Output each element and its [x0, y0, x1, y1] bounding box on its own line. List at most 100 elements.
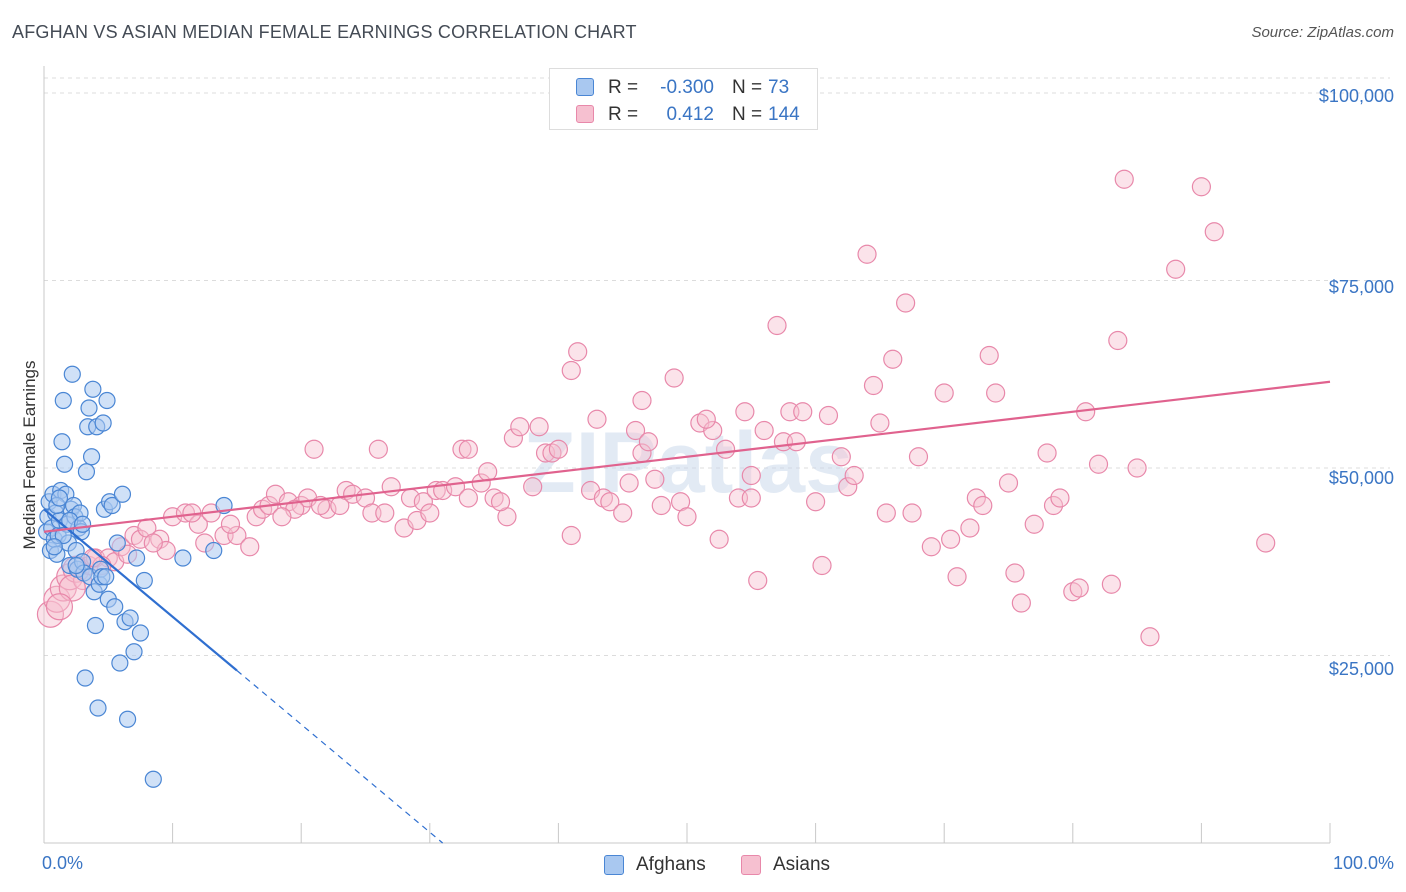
y-tick-label-25000: $25,000: [1328, 659, 1394, 679]
asian-point: [947, 567, 967, 587]
asian-point: [175, 503, 196, 523]
asian-point: [857, 244, 877, 264]
asian-point: [1114, 169, 1134, 189]
afghan-point: [94, 414, 112, 432]
asian-point: [568, 342, 588, 362]
asian-point: [818, 405, 839, 426]
asian-trend-line: [43, 380, 1331, 533]
asian-point: [227, 525, 247, 546]
asian-point: [844, 465, 864, 486]
asian-point: [503, 428, 523, 448]
afghan-point: [174, 549, 192, 567]
asian-point: [831, 447, 851, 467]
asian-point: [188, 514, 208, 534]
trend-lines: [43, 380, 1331, 844]
asian-point: [1140, 627, 1160, 647]
afghan-point: [50, 489, 69, 507]
watermark: ZIPatlas: [523, 415, 853, 511]
afghan-point: [73, 515, 92, 533]
asian-point: [735, 402, 755, 422]
asian-point: [613, 503, 633, 523]
asian-point: [986, 383, 1006, 403]
asian-point: [715, 439, 736, 459]
asian-point: [960, 518, 980, 538]
afghan-point: [45, 538, 63, 556]
x-tick-label-left: 0.0%: [42, 853, 84, 873]
legend-n-label: N =: [732, 104, 763, 125]
afghan-point: [135, 571, 153, 590]
asian-point: [368, 439, 388, 459]
afghans-swatch: [604, 855, 624, 875]
asian-point: [645, 469, 665, 489]
asian-point: [767, 315, 787, 336]
asian-point: [1088, 454, 1109, 474]
asian-point: [272, 507, 292, 527]
asian-point: [812, 555, 832, 576]
legend-r-label: R =: [608, 77, 639, 98]
asian-point: [619, 473, 639, 493]
asian-point: [651, 495, 671, 516]
afghan-point: [118, 710, 137, 728]
asian-point: [1037, 443, 1057, 463]
afghan-points: [37, 365, 233, 788]
asian-point: [587, 409, 607, 429]
gridlines: [44, 77, 1390, 656]
asian-point: [1108, 330, 1128, 351]
asian-point: [876, 503, 896, 523]
afghan-point: [106, 598, 124, 616]
asian-point: [934, 383, 954, 403]
afghan-point: [98, 391, 116, 410]
asian-point: [696, 409, 716, 429]
x-tick-label-right: 100.0%: [1332, 853, 1394, 873]
legend-n-label: N =: [732, 77, 763, 98]
asian-point: [754, 420, 774, 441]
asian-point: [870, 413, 890, 433]
asian-point: [921, 537, 941, 557]
chart-title: AFGHAN VS ASIAN MEDIAN FEMALE EARNINGS C…: [12, 22, 637, 42]
asian-points: [36, 169, 1276, 647]
afghan-point: [97, 568, 115, 586]
asian-point: [805, 492, 826, 512]
afghan-point: [54, 526, 72, 545]
asian-point: [490, 492, 511, 512]
asian-point: [420, 503, 440, 523]
asian-point: [896, 293, 916, 313]
asian-point: [941, 529, 961, 549]
asian-point: [45, 593, 74, 621]
asian-point: [523, 477, 543, 497]
source-label: Source: ZipAtlas.com: [1251, 24, 1394, 41]
asian-point: [535, 443, 556, 463]
asian-point: [664, 368, 684, 388]
afghan-point: [84, 380, 102, 398]
afghan-point: [67, 556, 85, 575]
asian-point: [838, 477, 858, 497]
asian-point: [471, 473, 491, 493]
afghan-point: [86, 616, 105, 635]
legend-r-label: R =: [608, 104, 639, 125]
asian-point: [741, 488, 761, 508]
asian-point: [908, 447, 929, 467]
asian-point: [375, 503, 395, 523]
afghan-point: [55, 455, 74, 473]
afghan-point: [77, 463, 96, 481]
asian-point: [998, 473, 1019, 493]
asian-point: [240, 537, 260, 557]
asian-point: [220, 514, 241, 534]
asian-point: [452, 439, 472, 459]
asians-swatch: [576, 105, 594, 123]
asian-point: [561, 525, 581, 546]
asian-point: [478, 462, 498, 482]
asian-point: [1204, 222, 1224, 242]
asian-point: [863, 375, 884, 396]
afghan-point: [205, 541, 223, 560]
asian-point: [786, 432, 806, 452]
asian-point: [1256, 533, 1276, 553]
asian-point: [1011, 593, 1031, 613]
asians-swatch: [741, 855, 761, 875]
afghans-swatch: [576, 78, 594, 96]
afghan-point: [103, 496, 121, 515]
asian-point: [548, 439, 569, 459]
afghan-point: [144, 770, 162, 788]
asian-point: [741, 465, 761, 486]
